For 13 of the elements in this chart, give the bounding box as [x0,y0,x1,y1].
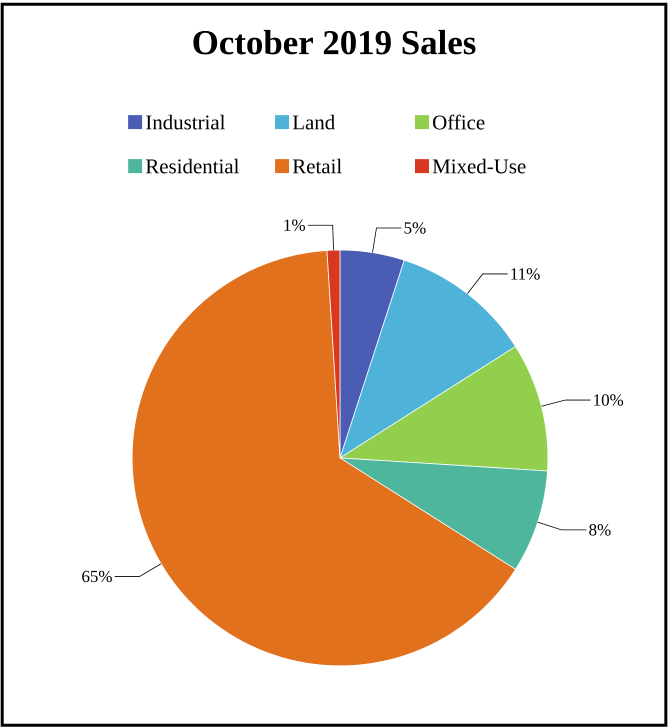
legend-label: Land [292,114,335,130]
data-label: 5% [404,222,426,234]
legend-label: Industrial [146,114,226,130]
data-label: 10% [594,394,624,406]
legend-label: Office [433,114,484,130]
legend-label: Mixed-Use [432,158,526,174]
data-label: 11% [511,268,540,280]
legend-label: Residential [146,158,239,174]
legend-label: Retail [292,158,342,174]
data-label: 65% [82,570,112,582]
data-label: 8% [589,524,611,536]
data-label: 1% [284,219,305,231]
chart-title: October 2019 Sales [193,30,476,54]
